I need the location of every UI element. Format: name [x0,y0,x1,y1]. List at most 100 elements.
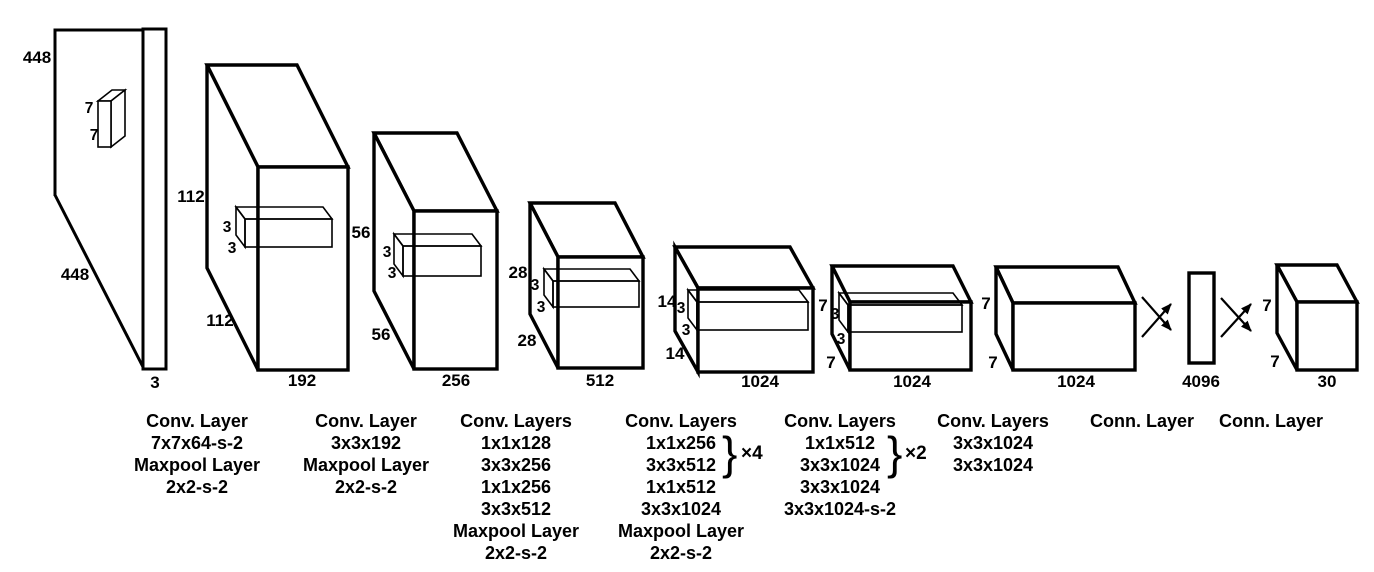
caption-line: 3x3x1024-s-2 [783,499,897,519]
input-kernel-w-label: 7 [90,127,99,144]
kernel-front-face [552,280,640,308]
cross-arrow-down [1220,297,1252,332]
conv3-channels-label: 512 [586,371,614,390]
caption-column-7: Conn. Layer [1090,410,1194,432]
caption-line: Maxpool Layer [133,455,261,475]
caption-column-4: Conv. Layers 1x1x256 3x3x512 1x1x512 3x3… [618,410,744,564]
caption-line: 3x3x1024 [952,433,1034,453]
box-front-face [1295,300,1359,372]
box-front-face [1011,301,1137,372]
conv-block-1-box [204,63,351,372]
conv-block-6-box [993,265,1138,372]
box-front-face [412,209,499,371]
repeat-brace-x4: } [722,427,738,479]
caption-line: 3x3x1024 [799,477,881,497]
conv1-depth-label: 112 [206,311,233,330]
conv2-depth-label: 56 [372,325,391,344]
caption-line: Conn. Layer [1089,411,1195,431]
caption-line: 2x2-s-2 [484,543,548,563]
caption-line: 3x3x512 [480,499,552,519]
conv5-depth-label: 7 [826,353,835,372]
conv4-kernel-w-label: 3 [682,322,691,339]
caption-line: Maxpool Layer [302,455,430,475]
caption-column-1: Conv. Layer 7x7x64-s-2 Maxpool Layer 2x2… [134,410,260,498]
conv1-channels-label: 192 [288,371,316,390]
conv5-channels-label: 1024 [893,372,931,391]
output-depth-label: 7 [1270,352,1279,371]
caption-column-2: Conv. Layer 3x3x192 Maxpool Layer 2x2-s-… [303,410,429,498]
caption-line: Conv. Layers [460,411,572,431]
conv2-channels-label: 256 [442,371,470,390]
kernel-front-face [847,304,963,333]
conv3-kernel-h-label: 3 [531,277,540,294]
box-front-face [256,165,350,372]
caption-line: 3x3x1024 [799,455,881,475]
caption-line: 3x3x1024 [952,455,1034,475]
conv5-height-label: 7 [818,296,827,315]
caption-line: 2x2-s-2 [165,477,229,497]
caption-line: Conv. Layers [937,411,1049,431]
conv-block-4-box [672,240,816,379]
conv1-height-label: 112 [177,187,204,206]
cross-arrow-up [1141,303,1172,338]
caption-line: Conn. Layer [1218,411,1324,431]
box-top-face [993,265,1138,305]
conv2-kernel-h-label: 3 [383,244,392,261]
kernel-front-face [696,301,809,331]
input-plane-edges [53,28,143,196]
caption-line: 1x1x128 [480,433,552,453]
cross-arrow-down [1141,296,1172,331]
input-conv-kernel-7x7 [95,88,128,149]
caption-column-3: Conv. Layers 1x1x128 3x3x256 1x1x256 3x3… [453,410,579,564]
conv-block-2-box [371,131,500,371]
kernel-front-face [244,218,333,248]
box-front-face [848,300,973,372]
box-top-face [829,264,974,304]
conv-block-3-box [527,201,646,370]
repeat-multiplier-x2: ×2 [905,443,927,464]
conv3-kernel-w-label: 3 [537,299,546,316]
fully-connected-arrows-2 [1220,297,1252,338]
caption-line: Maxpool Layer [452,521,580,541]
input-plane-bottom-diagonal [53,194,145,368]
caption-line: Conv. Layer [146,411,248,431]
conv1-kernel-w-label: 3 [228,240,237,257]
repeat-brace-x2: } [887,427,903,479]
conv4-depth-label: 14 [666,344,685,363]
caption-column-5: Conv. Layers 1x1x512 3x3x1024 3x3x1024 3… [784,410,896,520]
conv6-depth-label: 7 [988,353,997,372]
output-height-label: 7 [1262,296,1271,315]
conv2-kernel-w-label: 3 [388,265,397,282]
conv4-height-label: 14 [658,292,677,311]
conv4-channels-label: 1024 [741,372,779,391]
caption-line: 1x1x256 [480,477,552,497]
conv4-kernel-h-label: 3 [677,300,686,317]
kernel-front-face [97,100,112,148]
caption-line: Conv. Layers [784,411,896,431]
conv6-channels-label: 1024 [1057,372,1095,391]
caption-column-8: Conn. Layer [1219,410,1323,432]
conv1-kernel-h-label: 3 [223,219,232,236]
caption-line: 3x3x192 [330,433,402,453]
kernel-front-face [402,245,482,277]
input-depth-label: 448 [61,265,89,284]
box-front-face [556,255,645,370]
fully-connected-arrows-1 [1141,296,1172,338]
input-height-label: 448 [23,48,51,67]
kernel-right-face [110,88,126,149]
caption-line: 2x2-s-2 [334,477,398,497]
caption-line: 1x1x512 [645,477,717,497]
conv3-height-label: 28 [509,263,528,282]
conv5-kernel-h-label: 3 [831,306,840,323]
caption-line: 3x3x512 [645,455,717,475]
output-channels-label: 30 [1318,372,1337,391]
caption-line: 1x1x256 [645,433,717,453]
conv5-kernel-w-label: 3 [837,331,846,348]
fc-4096-vector [1187,271,1216,365]
input-image-plane [53,27,168,371]
input-channel-slab [141,27,168,371]
conv3-depth-label: 28 [518,331,537,350]
output-tensor-box [1274,263,1360,372]
